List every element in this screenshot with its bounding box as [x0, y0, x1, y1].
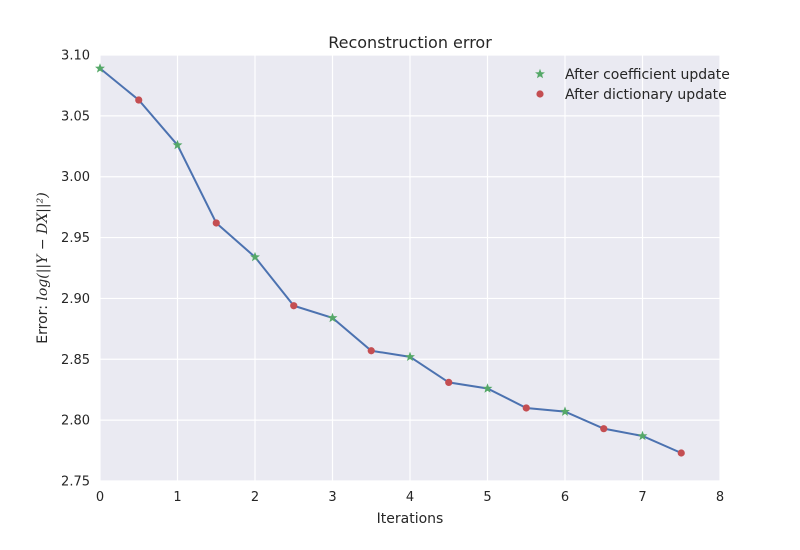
chart-title: Reconstruction error	[328, 33, 492, 52]
x-tick-label: 3	[328, 490, 336, 505]
y-tick-label: 2.90	[61, 292, 90, 307]
x-axis-label: Iterations	[377, 511, 444, 527]
x-tick-label: 0	[96, 490, 104, 505]
legend-label: After dictionary update	[565, 87, 727, 103]
y-tick-label: 3.00	[61, 170, 90, 185]
x-tick-label: 4	[406, 490, 414, 505]
dictionary-update-point	[677, 449, 685, 457]
y-axis-label-prefix: Error:	[35, 301, 51, 344]
x-tick-label: 2	[251, 490, 259, 505]
x-tick-label: 6	[561, 490, 569, 505]
dictionary-update-point	[135, 96, 143, 104]
legend: After coefficient update After dictionary…	[535, 67, 730, 103]
y-tick-label: 2.85	[61, 353, 90, 368]
coefficient-update-point	[250, 251, 260, 262]
coefficient-update-point	[637, 430, 648, 441]
y-tick-label: 2.80	[61, 414, 90, 429]
dictionary-update-point	[367, 347, 375, 355]
coefficient-update-point	[560, 406, 570, 416]
legend-marker	[535, 68, 545, 79]
coefficient-update-point	[172, 139, 183, 150]
x-tick-labels: 0 1 2 3 4 5 6 7 8	[96, 490, 724, 505]
dictionary-update-point	[522, 404, 530, 412]
dictionary-update-point	[290, 302, 298, 310]
legend-marker	[536, 90, 544, 98]
x-tick-label: 7	[638, 490, 646, 505]
grid-lines	[99, 54, 721, 482]
y-tick-label: 2.75	[61, 475, 90, 490]
error-line	[99, 67, 682, 454]
x-tick-label: 1	[173, 490, 181, 505]
data-markers	[95, 63, 685, 457]
dictionary-update-point	[212, 219, 220, 227]
coefficient-update-point	[405, 351, 415, 362]
y-axis-label-math: log(||Y − DX||²)	[35, 192, 51, 300]
x-tick-label: 8	[716, 490, 724, 505]
dictionary-update-point	[600, 425, 608, 433]
y-tick-label: 2.95	[61, 231, 90, 246]
coefficient-update-point	[482, 383, 493, 393]
legend-label: After coefficient update	[565, 67, 730, 83]
y-tick-label: 3.10	[61, 49, 90, 64]
y-tick-labels: 2.75 2.80 2.85 2.90 2.95 3.00 3.05 3.10	[61, 49, 90, 490]
y-tick-label: 3.05	[61, 109, 90, 124]
y-axis-label: Error: log(||Y − DX||²)	[35, 192, 51, 343]
coefficient-update-point	[95, 63, 105, 73]
coefficient-update-point	[327, 312, 338, 323]
dictionary-update-point	[445, 378, 453, 387]
x-tick-label: 5	[483, 490, 491, 505]
